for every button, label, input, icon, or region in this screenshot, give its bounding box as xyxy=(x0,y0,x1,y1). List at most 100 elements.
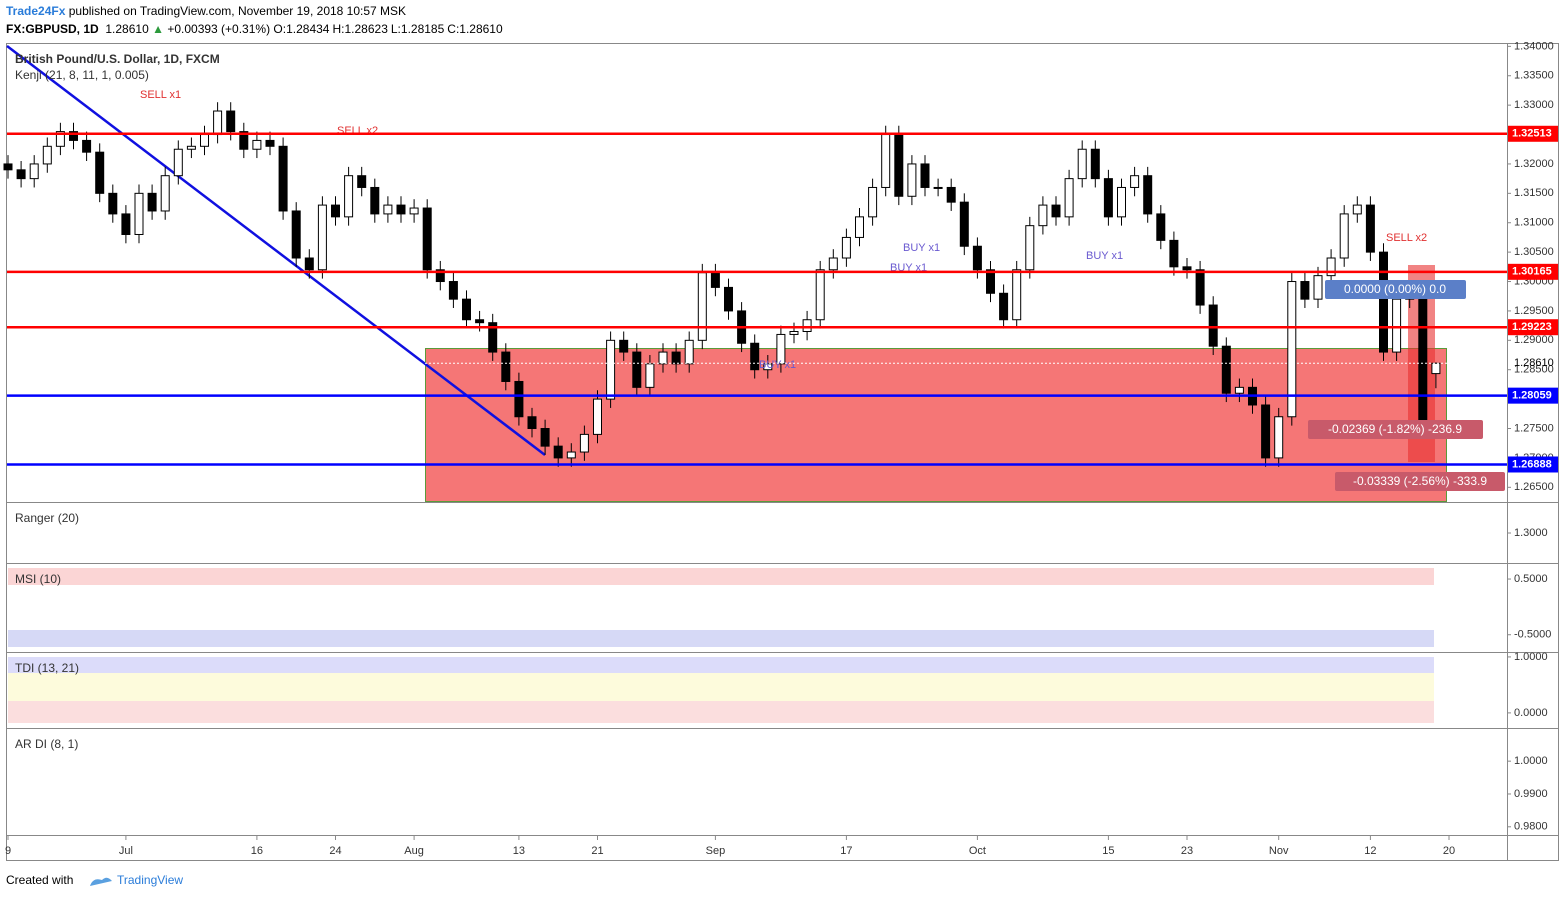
symbol-line: FX:GBPUSD, 1D 1.28610 ▲ +0.00393 (+0.31%… xyxy=(6,22,506,36)
candle-body xyxy=(1195,269,1205,306)
candle-body xyxy=(186,145,196,150)
candle-body xyxy=(1326,257,1336,277)
x-tick-label: 12 xyxy=(1364,845,1376,857)
x-tick-label: Jul xyxy=(119,845,133,857)
candle-body xyxy=(514,380,524,418)
y-tick-label: 1.31500 xyxy=(1514,187,1554,199)
panel-title: MSI (10) xyxy=(15,572,61,586)
candle-body xyxy=(1234,386,1244,394)
candle-body xyxy=(278,145,288,212)
level-label: 1.29223 xyxy=(1512,321,1552,333)
tdi-band xyxy=(8,657,1434,673)
candle-body xyxy=(344,175,354,218)
change: +0.00393 (+0.31%) xyxy=(167,22,271,36)
candle-body xyxy=(894,134,904,197)
candle-body xyxy=(566,451,576,459)
candle-body xyxy=(475,319,485,324)
candle-body xyxy=(540,428,550,447)
candle-body xyxy=(239,131,249,150)
x-tick-label: 16 xyxy=(251,845,263,857)
last: 1.28610 xyxy=(105,22,149,36)
candle-body xyxy=(409,207,419,215)
candle-body xyxy=(69,131,78,141)
candle-body xyxy=(671,351,681,365)
msi-band xyxy=(8,630,1434,647)
measure-tag xyxy=(1335,472,1505,491)
level-label: 1.30165 xyxy=(1512,266,1552,278)
candle-body xyxy=(1274,416,1284,459)
signal: SELL x2 xyxy=(337,125,378,137)
x-tick-label: 9 xyxy=(5,845,11,857)
candle-body xyxy=(907,163,917,197)
candle-body xyxy=(1300,281,1310,300)
x-tick-label: Oct xyxy=(969,845,986,857)
panel-title: AR DI (8, 1) xyxy=(15,737,78,751)
measure-tag xyxy=(1325,280,1466,299)
candle-body xyxy=(1103,178,1113,218)
candle-body xyxy=(1143,175,1153,215)
candle-body xyxy=(959,201,969,247)
candle-body xyxy=(16,169,26,180)
y-tick-label: 1.29000 xyxy=(1514,334,1554,346)
x-tick-label: 17 xyxy=(840,845,852,857)
candles xyxy=(3,102,1441,467)
candle-body xyxy=(763,363,773,371)
candle-body xyxy=(291,210,301,259)
x-tick-label: 15 xyxy=(1102,845,1114,857)
y-tick-label: 0.0000 xyxy=(1514,707,1548,719)
x-tick-label: 21 xyxy=(591,845,603,857)
y-tick-label: 1.32000 xyxy=(1514,158,1554,170)
candle-body xyxy=(920,163,930,188)
y-tick-label: 0.9800 xyxy=(1514,821,1548,833)
publisher[interactable]: Trade24Fx xyxy=(6,4,66,18)
y-tick-label: 0.5000 xyxy=(1514,573,1548,585)
candle-body xyxy=(1313,275,1323,300)
publish-line: Trade24Fx published on TradingView.com, … xyxy=(6,4,406,18)
level-label: 1.32513 xyxy=(1512,128,1552,140)
candle-body xyxy=(972,245,982,271)
candle-body xyxy=(1130,175,1140,188)
frame xyxy=(6,43,1559,861)
measure-label: -0.02369 (-1.82%) -236.9 xyxy=(1328,422,1462,436)
y-tick-label: 1.27500 xyxy=(1514,422,1554,434)
trend-line xyxy=(6,45,546,456)
candle-body xyxy=(828,257,838,271)
indicator-label: Kenji (21, 8, 11, 1, 0.005) xyxy=(15,68,149,82)
candle-body xyxy=(1339,213,1349,259)
ohlc-header: O:1.28434 H:1.28623 L:1.28185 C:1.28610 xyxy=(273,22,505,36)
brand[interactable]: TradingView xyxy=(117,873,183,887)
candle-body xyxy=(710,272,720,288)
candle-body xyxy=(121,213,131,235)
candle-body xyxy=(1090,148,1100,180)
candle-body xyxy=(1221,345,1231,394)
candle-body xyxy=(134,192,144,235)
candle-body xyxy=(697,272,707,341)
candle-body xyxy=(855,216,864,238)
candle-body xyxy=(724,286,733,312)
candle-body xyxy=(331,204,340,218)
y-tick-label: 1.30500 xyxy=(1514,246,1554,258)
signal: BUY x1 xyxy=(759,359,796,371)
y-tick-label: 1.34000 xyxy=(1514,40,1554,52)
candle-body xyxy=(435,269,445,283)
candle-body xyxy=(396,204,406,215)
y-tick-label: 1.33000 xyxy=(1514,99,1554,111)
candle-body xyxy=(815,269,825,321)
brand-icon xyxy=(90,877,112,886)
y-tick-label: 1.29500 xyxy=(1514,305,1554,317)
ohlc-label: H: xyxy=(332,22,345,36)
candle-body xyxy=(1431,362,1441,375)
candle-body xyxy=(370,186,380,215)
candle-body xyxy=(383,204,393,215)
ohlc-label: C: xyxy=(447,22,460,36)
candle-body xyxy=(1287,281,1297,418)
candle-body xyxy=(1025,225,1035,271)
y-tick-label: 1.3000 xyxy=(1514,527,1548,539)
footer-text: Created with xyxy=(6,873,73,887)
candle-body xyxy=(1117,186,1126,218)
candle-body xyxy=(304,257,314,271)
y-tick-label: 1.28500 xyxy=(1514,364,1554,376)
candle-body xyxy=(488,322,498,353)
measure-label: -0.03339 (-2.56%) -333.9 xyxy=(1353,474,1487,488)
